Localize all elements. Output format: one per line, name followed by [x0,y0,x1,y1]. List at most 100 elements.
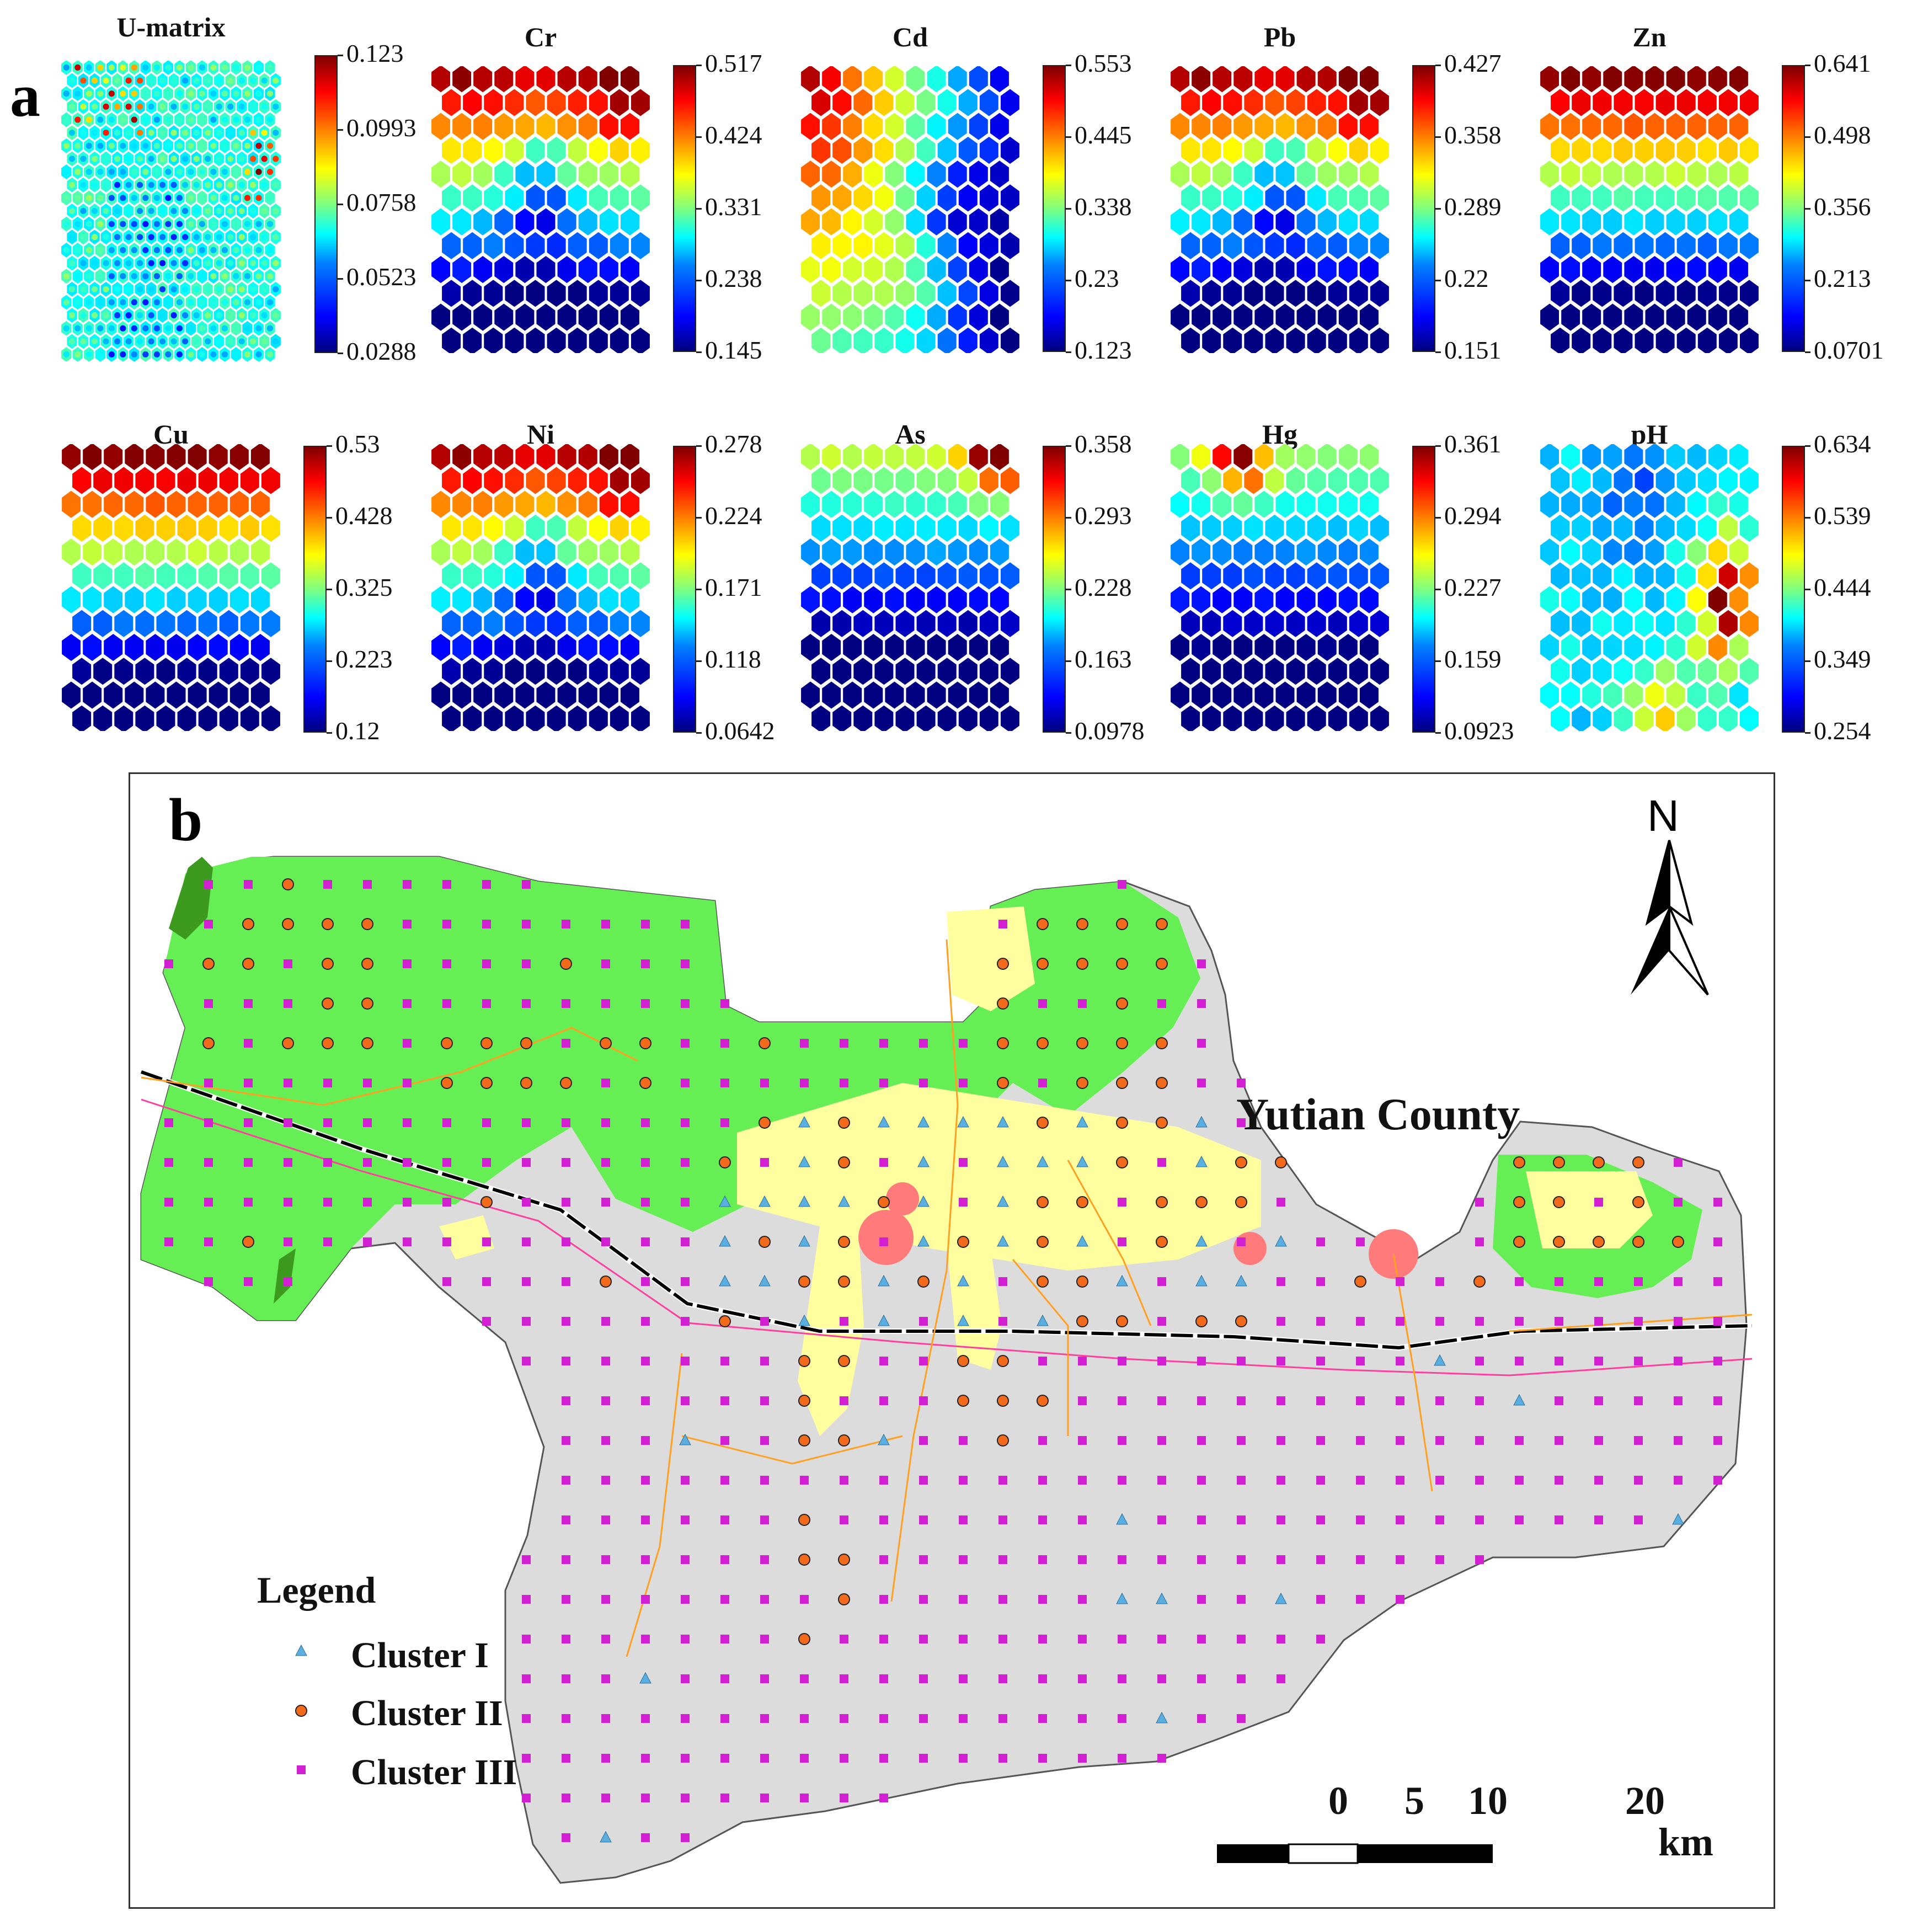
cluster-3-sample [1197,1039,1206,1048]
colorbar-tick-mark [1435,280,1441,281]
cluster-1-sample [1116,1513,1128,1525]
cluster-2-sample [838,1275,850,1288]
cluster-3-sample [403,999,412,1008]
colorbar-tick-label: 0.358 [1075,430,1132,458]
cluster-3-sample [1396,1515,1404,1524]
cluster-3-sample [562,1277,570,1286]
cluster-2-sample [1593,1236,1605,1248]
colorbar-tick-mark [327,660,332,662]
cluster-3-sample [522,1714,531,1723]
som-title-u-matrix: U-matrix [116,12,226,42]
cluster-3-sample [641,1555,650,1564]
cluster-3-sample [1118,880,1126,889]
cluster-3-sample [482,1158,491,1167]
cluster-3-sample [998,1595,1007,1604]
colorbar-tick-mark [1435,445,1441,447]
cluster-2-sample [917,1275,930,1288]
cluster-3-sample [164,1198,173,1207]
cluster-3-sample [959,1674,968,1683]
north-arrow-tail-left [1631,906,1669,995]
cluster-3-sample [204,1237,213,1246]
cluster-3-sample [562,1039,570,1048]
cluster-2-sample [1235,1196,1247,1208]
cluster-3-sample [1316,1476,1325,1485]
cluster-3-sample [879,1039,888,1048]
cluster-3-sample [1277,1357,1285,1365]
road-1 [890,939,959,1602]
cluster-3-sample [998,1555,1007,1564]
cluster-map-panel: b Yutian County N Legend Cluster I Clust… [129,772,1775,1909]
cluster-3-sample [363,1118,372,1127]
cluster-3-sample [164,959,173,968]
som-plane-as [801,444,1019,731]
colorbar-ph [1782,446,1805,733]
cluster-3-sample [284,1237,292,1246]
cluster-3-sample [1634,1515,1643,1524]
cluster-3-sample [879,1555,888,1564]
cluster-3-sample [681,1794,690,1802]
cluster-1-sample [997,1155,1009,1167]
colorbar-tick-mark [1066,732,1071,734]
colorbar-tick-mark [1435,136,1441,138]
colorbar-tick-label: 0.223 [335,645,393,673]
cluster-1-sample [798,1314,810,1326]
cluster-3-sample [522,1794,531,1802]
cluster-3-sample [323,1198,332,1207]
cluster-1-sample [838,1195,850,1207]
colorbar-tick-label: 0.349 [1814,645,1871,673]
cluster-3-sample [601,959,610,968]
cluster-3-sample [522,1317,531,1326]
cluster-3-sample [760,1515,769,1524]
cluster-3-sample [1157,999,1166,1008]
cluster-2-sample [838,1593,850,1605]
cluster-3-sample [323,1118,332,1127]
colorbar-tick-label: 0.424 [705,121,762,149]
cluster-2-sample [441,1037,453,1049]
colorbar-tick-label: 0.338 [1075,193,1132,221]
cluster-3-sample [1157,1754,1166,1763]
cluster-3-sample [1515,1277,1524,1286]
cluster-3-sample [204,920,213,928]
cluster-3-sample [562,1476,570,1485]
cluster-3-sample [442,1118,451,1127]
cluster-3-sample [522,1674,531,1683]
cluster-2-sample [798,1434,810,1447]
cluster-3-sample [1396,1317,1404,1326]
colorbar-tick-mark [1805,589,1810,590]
cluster-3-sample [879,1714,888,1723]
colorbar-tick-mark [1805,351,1810,353]
cluster-3-sample [442,999,451,1008]
cluster-3-sample [1118,1674,1126,1683]
cluster-3-sample [1475,1357,1484,1365]
colorbar-tick-mark [1805,136,1810,138]
cluster-3-sample [919,1635,928,1643]
cluster-2-sample [1037,1117,1049,1129]
cluster-3-sample [522,1555,531,1564]
cluster-3-sample [840,1317,848,1326]
cluster-3-sample [720,1635,729,1643]
road-6 [626,1353,683,1657]
cluster-3-sample [1078,1515,1087,1524]
cluster-3-sample [1078,999,1087,1008]
cluster-3-sample [1277,1317,1285,1326]
cluster-2-sample [242,958,254,970]
cluster-1-sample [1195,1155,1208,1167]
cluster-3-sample [1555,1277,1563,1286]
cluster-3-sample [1197,1714,1206,1723]
cluster-2-sample [838,1434,850,1447]
cluster-3-sample [562,1396,570,1405]
cluster-2-sample [1632,1196,1644,1208]
colorbar-tick-mark [1805,208,1810,210]
cluster-3-sample [998,1515,1007,1524]
cluster-3-sample [1316,1555,1325,1564]
cluster-3-sample [1197,1476,1206,1485]
cluster-3-sample [323,1158,332,1167]
som-title-hg: Hg [1262,419,1297,450]
cluster-3-sample [641,959,650,968]
cluster-3-sample [681,1237,690,1246]
cluster-2-sample [997,1355,1009,1367]
som-plane-u-matrix [61,61,281,361]
cluster-3-sample [1515,1317,1524,1326]
cluster-3-sample [562,1833,570,1842]
cluster-3-sample [681,1476,690,1485]
